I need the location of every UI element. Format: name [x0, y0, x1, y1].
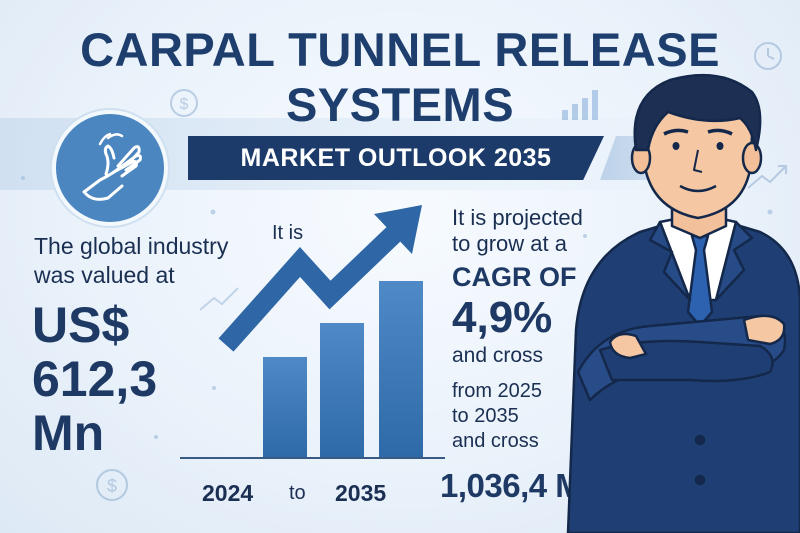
growth-bar [320, 323, 364, 457]
page-title-line2: SYSTEMS [285, 78, 515, 131]
trend-arrow-icon [747, 165, 787, 189]
cagr-value: 4,9% [452, 293, 553, 342]
growth-bar [379, 281, 423, 457]
bar-chart-icon [562, 90, 598, 120]
svg-text:$: $ [180, 96, 189, 113]
cross-label: and cross [452, 344, 544, 367]
period-line2: to 2035 [452, 405, 519, 427]
period-line1: from 2025 [452, 380, 543, 402]
center-caption: It is [272, 222, 304, 244]
dollar-icon: $ [96, 469, 128, 501]
valuation-amount: 612,3 [32, 351, 158, 407]
projection-label-line1: It is projected [452, 205, 583, 230]
trend-arrow-icon [199, 287, 239, 311]
projection-label-line2: to grow at a [452, 231, 567, 256]
page-title: CARPAL TUNNEL RELEASE [80, 23, 720, 76]
growth-arrowhead [374, 205, 422, 254]
dollar-icon: $ [170, 89, 198, 117]
clock-icon [754, 42, 782, 70]
valuation-label: The global industry was valued at [34, 232, 228, 290]
start-year: 2024 [202, 480, 254, 506]
hand-icon [82, 132, 142, 201]
period-line3: and cross [452, 430, 539, 452]
forecast-value: 1,036,4 M [440, 467, 583, 504]
outlook-banner: MARKET OUTLOOK 2035 [188, 136, 604, 180]
valuation-value: US$ 612,3 Mn [32, 298, 157, 460]
growth-arrow [218, 220, 407, 352]
valuation-currency: US$ [32, 297, 130, 353]
valuation-label-line2: was valued at [34, 262, 175, 288]
valuation-unit: Mn [32, 405, 105, 461]
growth-bar [263, 357, 307, 457]
hand-badge [52, 110, 168, 226]
end-year: 2035 [335, 480, 387, 506]
year-separator: to [289, 482, 306, 504]
period-label: from 2025 to 2035 and cross [452, 379, 542, 454]
projection-label: It is projected to grow at a [452, 205, 583, 257]
svg-text:$: $ [107, 476, 117, 496]
cagr-label: CAGR OF [452, 262, 577, 292]
valuation-label-line1: The global industry [34, 233, 229, 259]
